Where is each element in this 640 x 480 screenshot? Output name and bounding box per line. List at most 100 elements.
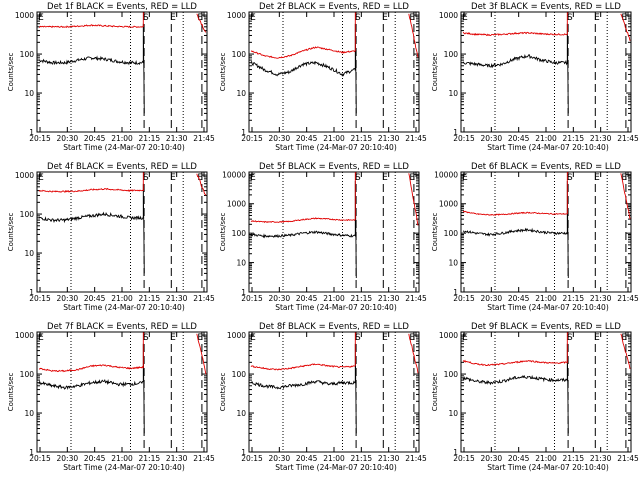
x-tick-label: 21:00 bbox=[111, 134, 133, 143]
y-tick-label: 10 bbox=[24, 409, 34, 418]
x-tick-label: 20:30 bbox=[481, 294, 503, 303]
x-tick-label: 21:45 bbox=[193, 294, 215, 303]
marker-label-e: E bbox=[462, 13, 468, 23]
y-tick-label: 1 bbox=[453, 288, 458, 297]
series-lld bbox=[250, 332, 357, 371]
marker-label-e: E bbox=[621, 173, 627, 183]
x-tick-label: 21:00 bbox=[323, 134, 345, 143]
plot-frame bbox=[248, 11, 420, 133]
x-tick-label: 21:30 bbox=[166, 294, 188, 303]
y-tick-label: 10 bbox=[24, 249, 34, 258]
x-tick-label: 20:30 bbox=[269, 454, 291, 463]
x-tick-label: 21:00 bbox=[323, 294, 345, 303]
plot-frame bbox=[460, 11, 632, 133]
x-tick-label: 20:45 bbox=[84, 294, 106, 303]
plot-frame bbox=[36, 331, 208, 453]
y-tick-label: 10 bbox=[236, 89, 246, 98]
y-tick-label: 1000 bbox=[15, 11, 34, 20]
y-tick-label: 1 bbox=[241, 128, 246, 137]
marker-label-e: E bbox=[594, 173, 600, 183]
panel-det-3: Det 3f BLACK = Events, RED = LLD 1 10 100 10… bbox=[431, 2, 639, 152]
panel-title: Det 1f BLACK = Events, RED = LLD bbox=[47, 2, 197, 12]
y-tick-label: 10 bbox=[448, 409, 458, 418]
y-tick-label: 1 bbox=[29, 128, 34, 137]
y-tick-label: 100 bbox=[232, 50, 247, 59]
x-tick-label: 21:45 bbox=[193, 454, 215, 463]
marker-label-e: E bbox=[462, 173, 468, 183]
series-lld-decay bbox=[620, 173, 631, 220]
marker-label-e: E bbox=[462, 333, 468, 343]
marker-label-e: E bbox=[382, 333, 388, 343]
x-tick-label: 20:30 bbox=[481, 454, 503, 463]
marker-label-s: S bbox=[567, 13, 573, 23]
x-tick-label: 21:45 bbox=[405, 134, 427, 143]
y-tick-label: 10000 bbox=[222, 170, 246, 179]
x-tick-label: 21:30 bbox=[166, 134, 188, 143]
series-lld bbox=[462, 12, 569, 36]
x-tick-label: 21:00 bbox=[111, 294, 133, 303]
panel-title: Det 2f BLACK = Events, RED = LLD bbox=[259, 2, 409, 12]
y-tick-label: 10 bbox=[448, 89, 458, 98]
x-tick-label: 21:15 bbox=[351, 294, 373, 303]
panel-title: Det 5f BLACK = Events, RED = LLD bbox=[259, 162, 409, 172]
marker-label-s: S bbox=[355, 173, 361, 183]
marker-label-e: E bbox=[621, 13, 627, 23]
marker-label-e: E bbox=[170, 333, 176, 343]
y-tick-label: 1 bbox=[241, 448, 246, 457]
series-events bbox=[250, 23, 357, 114]
y-tick-label: 1 bbox=[453, 128, 458, 137]
panel-det-6: Det 6f BLACK = Events, RED = LLD 1 10 100 10… bbox=[431, 162, 639, 312]
x-tick-label: 20:30 bbox=[57, 134, 79, 143]
x-tick-label: 20:45 bbox=[296, 134, 318, 143]
x-tick-label: 20:15 bbox=[241, 454, 263, 463]
panel-det-1: Det 1f BLACK = Events, RED = LLD 1 10 100 10… bbox=[7, 2, 215, 152]
panel-title: Det 8f BLACK = Events, RED = LLD bbox=[259, 322, 409, 332]
marker-label-e: E bbox=[170, 173, 176, 183]
y-tick-label: 1000 bbox=[227, 200, 246, 209]
panel-det-7: Det 7f BLACK = Events, RED = LLD 1 10 100 10… bbox=[7, 322, 215, 472]
x-tick-label: 21:30 bbox=[590, 294, 612, 303]
y-axis-label: Counts/sec bbox=[7, 373, 15, 412]
series-events bbox=[38, 23, 145, 114]
x-tick-label: 20:30 bbox=[269, 134, 291, 143]
marker-label-e: E bbox=[170, 13, 176, 23]
panel-title: Det 4f BLACK = Events, RED = LLD bbox=[47, 162, 197, 172]
marker-label-e: E bbox=[594, 333, 600, 343]
x-tick-label: 21:45 bbox=[193, 134, 215, 143]
marker-label-e: E bbox=[409, 13, 415, 23]
y-tick-label: 100 bbox=[444, 370, 459, 379]
y-tick-label: 1 bbox=[453, 448, 458, 457]
x-tick-label: 21:45 bbox=[405, 294, 427, 303]
x-tick-label: 20:45 bbox=[508, 454, 530, 463]
series-lld-decay bbox=[408, 13, 419, 58]
y-axis-label: Counts/sec bbox=[431, 213, 439, 252]
plot-frame bbox=[248, 331, 420, 453]
marker-label-e: E bbox=[250, 173, 256, 183]
marker-label-e: E bbox=[250, 13, 256, 23]
marker-label-e: E bbox=[621, 333, 627, 343]
panel-title: Det 7f BLACK = Events, RED = LLD bbox=[47, 322, 197, 332]
x-tick-label: 21:45 bbox=[405, 454, 427, 463]
y-tick-label: 10 bbox=[236, 409, 246, 418]
series-events bbox=[462, 23, 569, 114]
panel-det-5: Det 5f BLACK = Events, RED = LLD 1 10 100 10… bbox=[219, 162, 427, 312]
y-tick-label: 1000 bbox=[439, 11, 458, 20]
series-lld bbox=[462, 332, 569, 366]
series-lld bbox=[250, 12, 357, 59]
series-lld bbox=[250, 172, 357, 224]
x-tick-label: 21:15 bbox=[351, 134, 373, 143]
marker-label-e: E bbox=[409, 333, 415, 343]
marker-label-e: E bbox=[409, 173, 415, 183]
x-axis-label: Start Time (24-Mar-07 20:10:40) bbox=[487, 303, 609, 312]
series-lld bbox=[38, 332, 145, 373]
x-axis-label: Start Time (24-Mar-07 20:10:40) bbox=[63, 143, 185, 152]
x-tick-label: 21:15 bbox=[139, 134, 161, 143]
x-tick-label: 20:30 bbox=[57, 454, 79, 463]
x-tick-label: 21:45 bbox=[617, 454, 639, 463]
y-tick-label: 100 bbox=[20, 50, 35, 59]
y-tick-label: 100 bbox=[20, 370, 35, 379]
x-tick-label: 20:45 bbox=[84, 454, 106, 463]
y-tick-label: 1000 bbox=[227, 11, 246, 20]
y-tick-label: 1000 bbox=[439, 200, 458, 209]
